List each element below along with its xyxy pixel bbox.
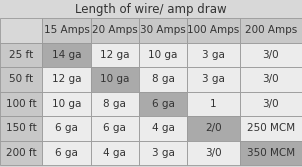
Text: 10 ga: 10 ga [148,50,178,60]
Text: 30 Amps: 30 Amps [140,25,186,35]
Bar [239,116,302,140]
Bar [42,67,91,92]
Bar [187,140,239,165]
Text: 3 ga: 3 ga [152,148,175,158]
Text: 3/0: 3/0 [262,74,279,84]
Bar [42,18,91,42]
Text: 10 ga: 10 ga [100,74,130,84]
Text: 25 ft: 25 ft [9,50,33,60]
Bar [139,67,187,92]
Text: 12 ga: 12 ga [52,74,81,84]
Text: 6 ga: 6 ga [55,123,78,133]
Text: 1: 1 [210,99,217,109]
Bar [42,140,91,165]
Text: 150 ft: 150 ft [6,123,37,133]
Bar [187,116,239,140]
Bar [139,18,187,42]
Bar [139,140,187,165]
Text: 10 ga: 10 ga [52,99,81,109]
Bar [42,116,91,140]
Bar [91,42,139,67]
Bar [239,42,302,67]
Text: 6 ga: 6 ga [55,148,78,158]
Bar [0,140,42,165]
Bar [187,92,239,116]
Text: 4 ga: 4 ga [152,123,175,133]
Bar [187,42,239,67]
Bar [187,18,239,42]
Bar [139,42,187,67]
Bar [0,42,42,67]
Text: 6 ga: 6 ga [152,99,175,109]
Bar [139,92,187,116]
Text: 15 Amps: 15 Amps [43,25,89,35]
Bar [0,92,42,116]
Bar [239,140,302,165]
Text: 3/0: 3/0 [262,50,279,60]
Text: 3/0: 3/0 [262,99,279,109]
Text: 350 MCM: 350 MCM [247,148,295,158]
Text: 3/0: 3/0 [205,148,222,158]
Text: 20 Amps: 20 Amps [92,25,138,35]
Text: 250 MCM: 250 MCM [247,123,295,133]
Bar [91,92,139,116]
Text: 14 ga: 14 ga [52,50,81,60]
Bar [187,67,239,92]
Bar [0,67,42,92]
Text: 2/0: 2/0 [205,123,222,133]
Bar [239,67,302,92]
Bar [42,92,91,116]
Bar [91,116,139,140]
Bar [239,92,302,116]
Bar [42,42,91,67]
Text: 6 ga: 6 ga [103,123,126,133]
Text: 50 ft: 50 ft [9,74,33,84]
Bar [0,18,42,42]
Text: 200 Amps: 200 Amps [245,25,297,35]
Text: 12 ga: 12 ga [100,50,130,60]
Text: Length of wire/ amp draw: Length of wire/ amp draw [75,4,227,17]
Text: 200 ft: 200 ft [6,148,37,158]
Bar [91,67,139,92]
Text: 3 ga: 3 ga [202,50,225,60]
Bar [239,18,302,42]
Text: 4 ga: 4 ga [103,148,126,158]
Bar [139,116,187,140]
Text: 100 ft: 100 ft [6,99,37,109]
Text: 100 Amps: 100 Amps [187,25,239,35]
Bar [0,116,42,140]
Text: 8 ga: 8 ga [103,99,126,109]
Text: 8 ga: 8 ga [152,74,175,84]
Bar [91,140,139,165]
Bar [91,18,139,42]
Text: 3 ga: 3 ga [202,74,225,84]
